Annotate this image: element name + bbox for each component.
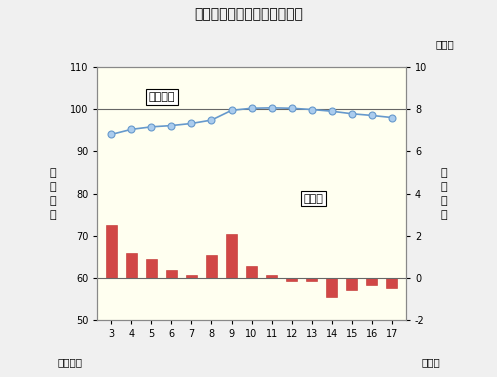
Bar [366, 278, 377, 285]
Bar [226, 234, 237, 278]
Bar [206, 255, 217, 278]
Text: （％）: （％） [435, 40, 454, 50]
Bar [146, 259, 157, 278]
Text: （年）: （年） [421, 357, 440, 368]
Text: （平成）: （平成） [57, 357, 82, 368]
Text: 前年比: 前年比 [303, 194, 323, 204]
Bar [306, 278, 317, 281]
Bar [166, 270, 177, 278]
Bar [326, 278, 337, 297]
Text: 鴥取市消費者物価指数の推移: 鴥取市消費者物価指数の推移 [194, 8, 303, 21]
Bar [346, 278, 357, 290]
Bar [386, 278, 398, 288]
Bar [186, 275, 197, 278]
Bar [266, 275, 277, 278]
Bar [286, 278, 297, 281]
Y-axis label: 総
合
指
数: 総 合 指 数 [50, 168, 57, 219]
Bar [106, 225, 117, 278]
Bar [246, 267, 257, 278]
Y-axis label: 対
前
年
比: 対 前 年 比 [440, 168, 447, 219]
Bar [126, 253, 137, 278]
Text: 総合指数: 総合指数 [149, 92, 175, 102]
